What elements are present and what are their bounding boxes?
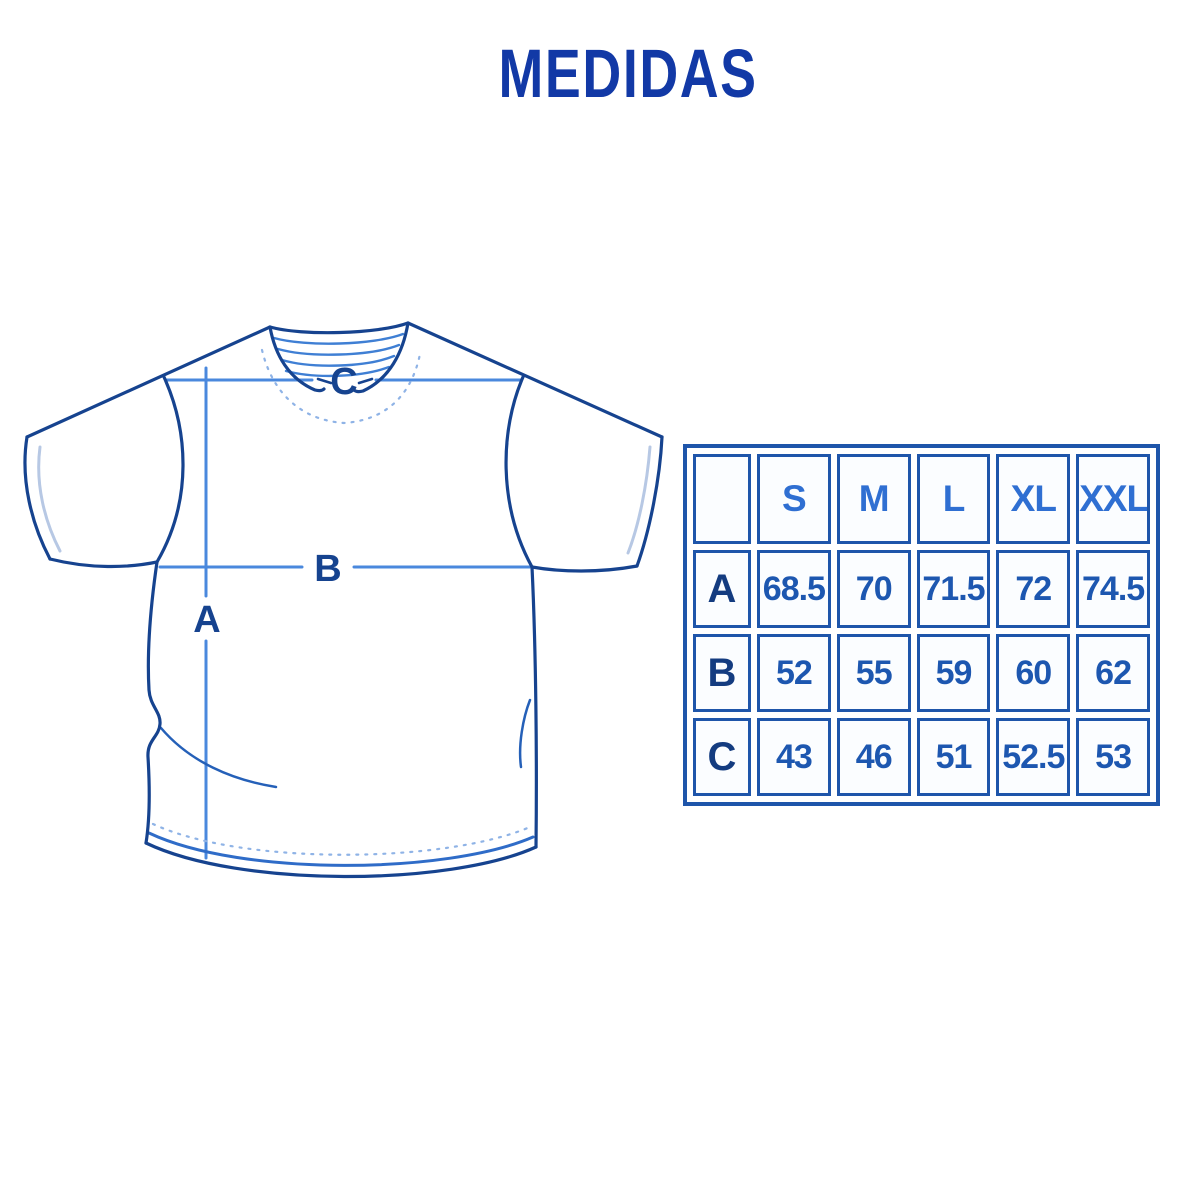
value-cell: 52 (757, 634, 831, 712)
row-label-c: C (693, 718, 751, 796)
value-cell: 62 (1076, 634, 1150, 712)
collar-stitch-dotted (260, 348, 422, 425)
sleeve-right-bottom (530, 564, 639, 573)
size-table-container: S M L XL XXL A 68.5 70 71.5 72 74.5 B 52… (683, 444, 1160, 806)
value-cell: 46 (836, 718, 911, 796)
collar-rib-line (284, 365, 391, 378)
shirt-outline (23, 321, 664, 879)
size-table: S M L XL XXL A 68.5 70 71.5 72 74.5 B 52… (683, 444, 1160, 806)
measurement-label-a: A (193, 599, 220, 641)
collar-rib-line (280, 354, 396, 367)
sleeve-hem-lines (37, 445, 652, 555)
collar-ribs (272, 332, 405, 378)
measurement-label-b: B (314, 548, 341, 590)
fold-wrinkle-left (159, 726, 278, 789)
value-cell: 43 (757, 718, 831, 796)
c-dimension-tick-right (357, 377, 374, 385)
collar-rib-line (276, 343, 401, 356)
value-cell: 71.5 (916, 550, 991, 628)
collar-back-edge (268, 321, 410, 335)
sleeve-right-outer (635, 435, 664, 568)
side-seam-right (530, 565, 538, 849)
hem-outer-line (144, 841, 538, 879)
size-column-header-xxl: XXL (1076, 454, 1150, 544)
size-column-header-xl: XL (996, 454, 1071, 544)
value-cell: 72 (996, 550, 1071, 628)
neckline-left (268, 325, 326, 393)
value-cell: 59 (916, 634, 991, 712)
collar-rib-line (272, 332, 405, 345)
row-label-a: A (693, 550, 751, 628)
value-cell: 60 (996, 634, 1071, 712)
fold-wrinkle-right (518, 698, 532, 769)
value-cell: 74.5 (1076, 550, 1150, 628)
table-corner-cell (693, 454, 751, 544)
table-header-row: S M L XL XXL (693, 454, 1150, 544)
shirt-detail-lines (147, 698, 535, 867)
stitch-dotted-lines (151, 348, 532, 856)
table-row-a: A 68.5 70 71.5 72 74.5 (693, 550, 1150, 628)
armhole-right (504, 375, 534, 569)
page-title-text: MEDIDAS (498, 35, 758, 112)
value-cell: 68.5 (757, 550, 831, 628)
table-row-c: C 43 46 51 52.5 53 (693, 718, 1150, 796)
side-seam-left (144, 560, 162, 845)
shoulder-seam-left (25, 325, 272, 439)
size-column-header-m: M (836, 454, 911, 544)
value-cell: 53 (1076, 718, 1150, 796)
hem-stitch-dotted (151, 822, 532, 856)
shoulder-seam-right (406, 321, 664, 439)
neckline-right (352, 321, 410, 394)
hem-inner-line (147, 831, 535, 867)
size-column-header-s: S (757, 454, 831, 544)
sleeve-hem-line-left (37, 445, 62, 553)
sleeve-left-bottom (48, 557, 159, 569)
sleeve-hem-line-right (626, 445, 652, 555)
value-cell: 52.5 (996, 718, 1071, 796)
measurement-lines (158, 366, 532, 860)
value-cell: 70 (836, 550, 911, 628)
value-cell: 55 (836, 634, 911, 712)
page-title: MEDIDAS (0, 35, 1200, 112)
armhole-left (155, 375, 185, 564)
value-cell: 51 (916, 718, 991, 796)
table-row-b: B 52 55 59 60 62 (693, 634, 1150, 712)
tshirt-diagram: A B C (23, 321, 664, 879)
measurement-label-c: C (330, 361, 357, 403)
row-label-b: B (693, 634, 751, 712)
sleeve-left-outer (23, 435, 52, 561)
c-dimension-tick-left (316, 377, 333, 385)
size-column-header-l: L (916, 454, 991, 544)
